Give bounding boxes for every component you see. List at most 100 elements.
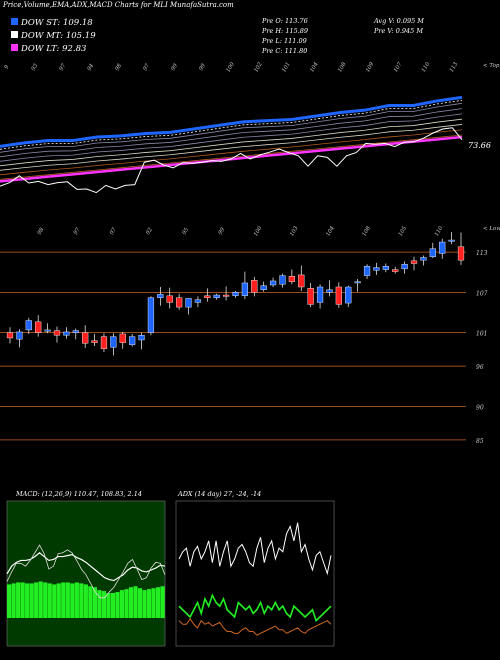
macd-hist-bar xyxy=(92,587,97,618)
macd-hist-bar xyxy=(65,582,70,618)
candle-body xyxy=(35,321,42,333)
price-top-tick: 97 xyxy=(109,227,118,236)
ema-band-line xyxy=(0,118,463,167)
candle-body xyxy=(288,276,295,282)
price-top-tick: 95 xyxy=(182,227,191,236)
stat-avg-volume: Avg V: 0.095 M xyxy=(374,17,424,25)
legend-dow-mt: DOW MT: 105.19 xyxy=(11,31,96,41)
legend-label-mt: DOW MT: 105.19 xyxy=(21,31,96,41)
candle-body xyxy=(354,281,361,284)
macd-signal-line xyxy=(6,544,166,599)
candle-body xyxy=(204,295,211,298)
ema-price-tick: 110 xyxy=(421,61,432,74)
candle-body xyxy=(439,241,446,254)
ema-price-tick: 94 xyxy=(87,63,96,72)
candle-body xyxy=(251,280,258,293)
ema-band-line xyxy=(0,113,463,162)
macd-hist-bar xyxy=(52,584,57,618)
macd-hist-bar xyxy=(83,584,88,618)
candle-body xyxy=(53,330,61,336)
legend-dow-lt: DOW LT: 92.83 xyxy=(11,44,86,54)
macd-hist-bar xyxy=(142,590,147,618)
candle-body xyxy=(373,267,380,271)
macd-hist-bar xyxy=(88,586,93,618)
candle-body xyxy=(382,266,389,270)
macd-hist-bar xyxy=(106,593,111,618)
ema-band-line xyxy=(0,102,463,153)
price-top-tick: 97 xyxy=(73,227,82,236)
candle-body xyxy=(63,331,70,336)
candle-body xyxy=(420,257,427,261)
macd-hist-bar xyxy=(110,593,116,618)
ema-short-line xyxy=(0,95,463,148)
ema-price-tick: 93 xyxy=(31,63,40,72)
price-top-tick: 100 xyxy=(253,225,264,238)
stat-prev-close: Pre C: 111.80 xyxy=(262,47,308,55)
macd-hist-bar xyxy=(25,583,30,618)
candle-body xyxy=(16,331,23,340)
ema-price-tick: 101 xyxy=(281,61,291,73)
candle-body xyxy=(457,246,465,261)
macd-hist-bar xyxy=(34,582,39,618)
macd-hist-bar xyxy=(11,583,16,618)
candle-body xyxy=(260,285,267,290)
candle-body xyxy=(269,280,277,286)
price-panel: < Lower 98 97 97 92 95 99 100 103 104 108 105 110 113… xyxy=(0,225,500,445)
price-top-tick: 103 xyxy=(289,225,300,238)
legend-swatch-st xyxy=(11,18,18,25)
candle-body xyxy=(392,269,399,272)
ema-price-tick: 113 xyxy=(449,61,460,74)
price-top-tick: 105 xyxy=(398,225,409,238)
price-level-label: 85 xyxy=(476,438,484,445)
candle-body xyxy=(363,266,371,276)
ema-price-tick: 9 xyxy=(4,64,11,70)
ema-marked-value: 73.66 xyxy=(468,141,491,150)
candle-body xyxy=(448,239,455,242)
price-level-label: 113 xyxy=(476,250,488,257)
ema-price-tick: 102 xyxy=(253,61,264,74)
price-top-tick: 98 xyxy=(37,227,46,236)
legend-label-st: DOW ST: 109.18 xyxy=(21,18,93,28)
macd-hist-bar xyxy=(160,586,165,618)
adx-minus-di-line xyxy=(178,617,332,636)
price-level-label: 107 xyxy=(476,290,488,297)
candle-body xyxy=(72,330,79,333)
ema-panel: 9 93 97 94 98 97 99 99 100 102 101 104 108 109 107 110 1… xyxy=(0,61,500,194)
macd-hist-bar xyxy=(79,583,84,618)
price-corner-label: < Lower xyxy=(483,226,500,232)
ema-band-line xyxy=(0,124,463,171)
macd-background xyxy=(6,500,166,647)
candle-body xyxy=(44,329,51,332)
ema-band-line xyxy=(0,134,463,180)
macd-hist-bar xyxy=(97,590,102,618)
candle-body xyxy=(194,299,202,303)
ema-corner-label: < Top xyxy=(483,63,500,69)
candle-body xyxy=(410,260,418,264)
macd-hist-bar xyxy=(61,582,66,618)
ema-price-tick: 97 xyxy=(59,63,68,72)
macd-hist-bar xyxy=(38,581,43,618)
macd-hist-bar xyxy=(16,582,21,618)
candle-body xyxy=(335,286,342,305)
candle-body xyxy=(129,336,136,345)
stat-prev-high: Pre H: 115.89 xyxy=(262,27,309,35)
macd-hist-bar xyxy=(20,582,25,618)
ema-price-tick: 99 xyxy=(170,63,179,72)
macd-hist-bar xyxy=(115,592,120,618)
adx-panel: ADX (14 day) 27, -24, -14 xyxy=(175,490,335,647)
ema-band-line xyxy=(0,108,463,158)
candle-body xyxy=(232,292,239,296)
macd-hist-bar xyxy=(151,588,156,618)
ema-price-tick: 108 xyxy=(337,61,348,74)
ema-price-line xyxy=(0,127,463,194)
price-level-label: 101 xyxy=(476,331,487,338)
candle-body xyxy=(25,320,32,331)
macd-hist-bar xyxy=(47,583,52,618)
candle-body xyxy=(401,263,408,270)
candle-body xyxy=(6,332,14,339)
macd-hist-bar xyxy=(101,591,107,618)
candle-body xyxy=(176,297,183,308)
ema-price-tick: 97 xyxy=(142,63,151,72)
legend-swatch-mt xyxy=(11,31,18,38)
